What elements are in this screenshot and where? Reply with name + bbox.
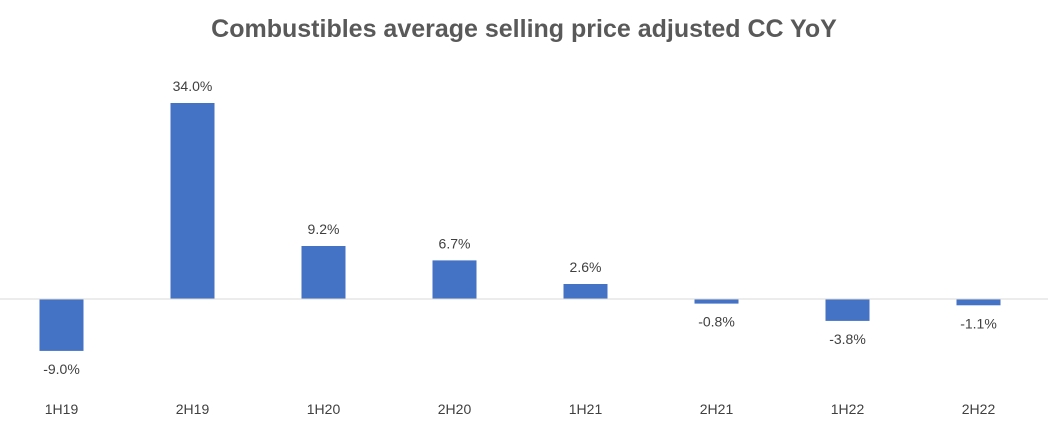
- bar-1H21: [563, 284, 608, 299]
- data-label-1H19: -9.0%: [43, 361, 80, 377]
- category-label-1H20: 1H20: [307, 401, 341, 417]
- bars-group: [39, 103, 1001, 351]
- data-label-1H21: 2.6%: [570, 259, 602, 275]
- category-label-1H22: 1H22: [831, 401, 865, 417]
- data-label-2H21: -0.8%: [698, 314, 735, 330]
- data-label-1H20: 9.2%: [308, 221, 340, 237]
- category-label-2H22: 2H22: [962, 401, 996, 417]
- category-label-1H21: 1H21: [569, 401, 603, 417]
- bar-1H22: [825, 299, 870, 321]
- chart-title: Combustibles average selling price adjus…: [211, 15, 837, 43]
- data-labels-group: -9.0% 34.0% 9.2% 6.7% 2.6% -0.8% -3.8% -1.1%: [43, 78, 997, 377]
- bar-2H20: [432, 260, 477, 299]
- category-label-2H19: 2H19: [176, 401, 210, 417]
- bar-2H21: [694, 299, 739, 304]
- data-label-2H19: 34.0%: [173, 78, 213, 94]
- category-labels-group: 1H19 2H19 1H20 2H20 1H21 2H21 1H22 2H22: [45, 401, 996, 417]
- bar-2H22: [956, 299, 1001, 306]
- data-label-2H20: 6.7%: [439, 235, 471, 251]
- category-label-2H20: 2H20: [438, 401, 472, 417]
- category-label-1H19: 1H19: [45, 401, 79, 417]
- bar-1H20: [301, 246, 346, 299]
- data-label-1H22: -3.8%: [829, 331, 866, 347]
- bar-2H19: [170, 103, 215, 299]
- bar-1H19: [39, 299, 84, 351]
- category-label-2H21: 2H21: [700, 401, 734, 417]
- data-label-2H22: -1.1%: [960, 315, 997, 331]
